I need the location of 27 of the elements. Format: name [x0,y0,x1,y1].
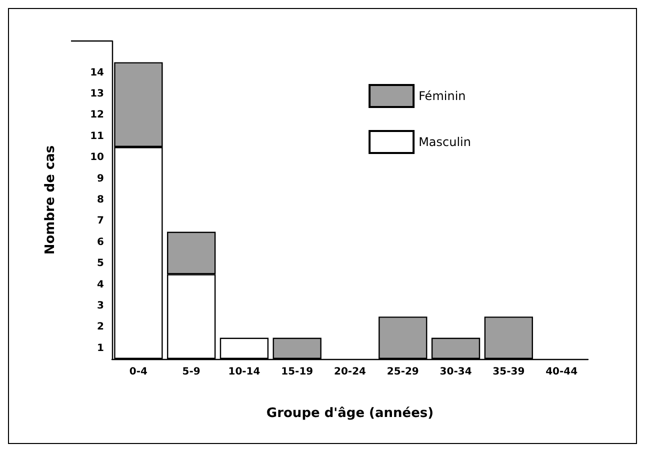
x-tick-label: 40-44 [546,366,578,378]
y-tick-label: 12 [90,110,104,121]
x-tick-label: 0-4 [129,366,148,378]
x-tick-label: 25-29 [386,366,419,378]
x-tick-label: 20-24 [334,366,366,378]
y-tick-label: 5 [97,258,104,270]
y-tick-label: 1 [97,342,104,354]
y-tick-label: 8 [97,194,104,206]
y-tick-label: 7 [97,216,104,227]
y-axis-title: Nombre de cas [43,145,58,255]
x-tick-label: 15-19 [281,366,314,378]
x-tick-label: 10-14 [228,366,260,378]
x-tick-label: 30-34 [440,366,472,378]
legend-label: Féminin [418,89,466,103]
y-tick-label: 13 [90,88,104,100]
y-tick-label: 10 [90,152,104,164]
y-tick-label: 4 [97,279,104,290]
y-tick-label: 6 [97,236,104,248]
x-tick-label: 35-39 [492,366,525,378]
x-tick-label: 5-9 [182,366,200,378]
y-tick-label: 2 [97,322,104,333]
x-axis-title: Groupe d'âge (années) [266,406,434,421]
y-tick-label: 3 [97,300,104,312]
y-tick-label: 11 [90,130,104,142]
legend-label: Masculin [418,135,471,149]
y-tick-label: 14 [90,67,104,78]
y-tick-label: 9 [97,173,104,184]
